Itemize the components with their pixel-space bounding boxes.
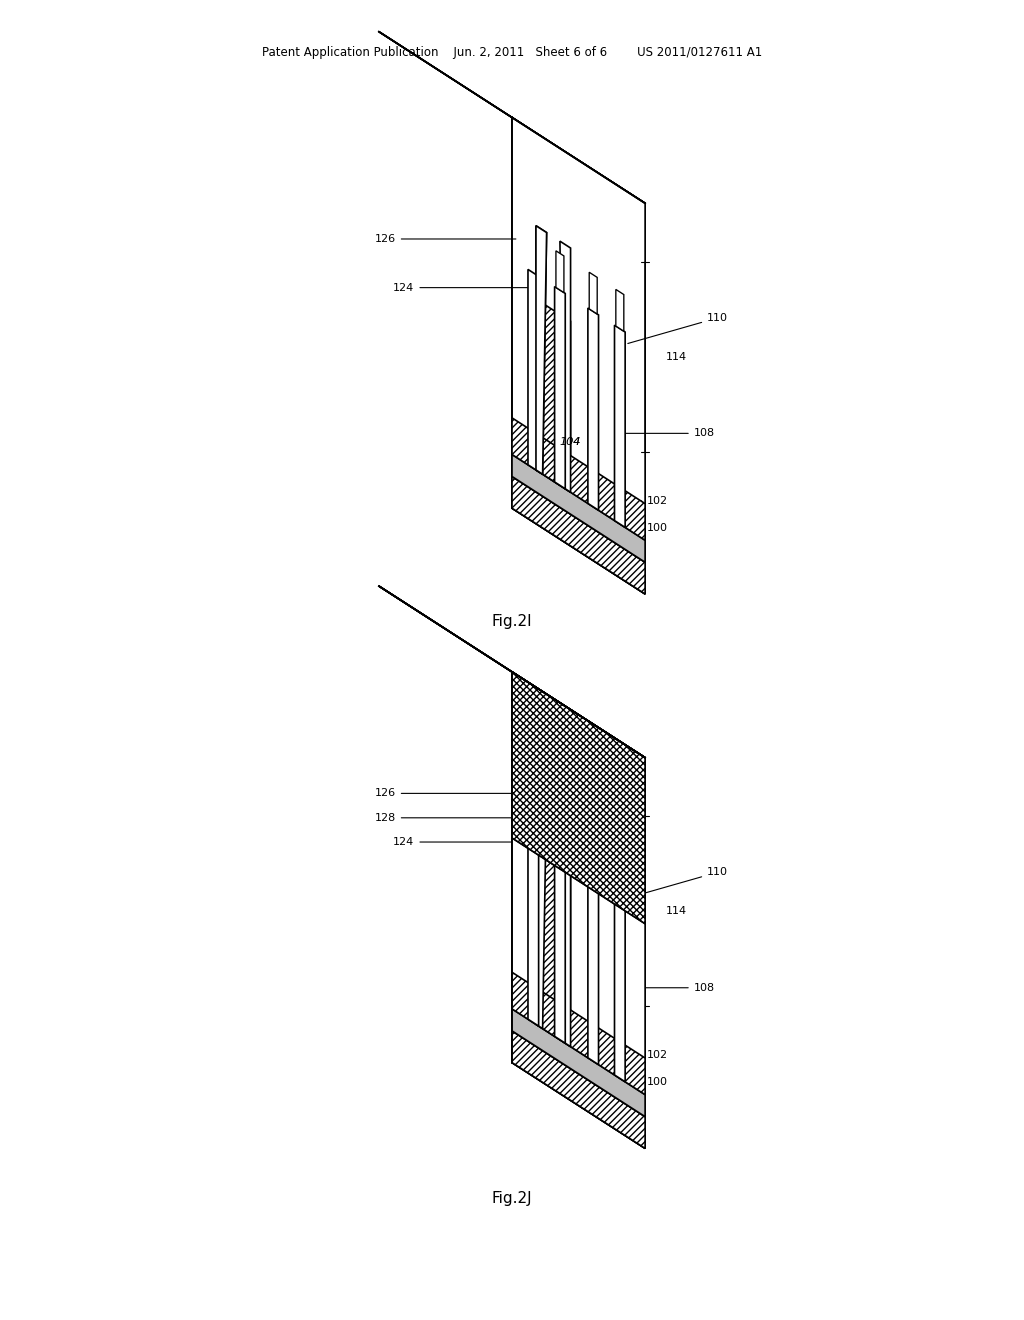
Polygon shape xyxy=(512,454,645,562)
Polygon shape xyxy=(512,477,645,594)
Polygon shape xyxy=(556,251,564,293)
Polygon shape xyxy=(556,805,564,847)
Polygon shape xyxy=(589,826,597,869)
Text: 104: 104 xyxy=(559,437,581,447)
Polygon shape xyxy=(512,1031,645,1148)
Text: 108: 108 xyxy=(614,429,715,438)
Text: 128: 128 xyxy=(375,813,516,822)
Text: 102: 102 xyxy=(568,496,669,506)
Text: 124: 124 xyxy=(393,282,535,293)
Polygon shape xyxy=(536,226,547,474)
Text: 104: 104 xyxy=(559,991,581,1002)
Polygon shape xyxy=(379,586,645,758)
Polygon shape xyxy=(614,325,625,528)
Polygon shape xyxy=(560,796,570,1047)
Text: 100: 100 xyxy=(568,1077,669,1088)
Polygon shape xyxy=(536,226,547,474)
Polygon shape xyxy=(615,289,624,331)
Text: Patent Application Publication    Jun. 2, 2011   Sheet 6 of 6        US 2011/012: Patent Application Publication Jun. 2, 2… xyxy=(262,46,762,59)
Polygon shape xyxy=(512,454,645,562)
Text: 114: 114 xyxy=(666,907,687,916)
Text: 124: 124 xyxy=(393,837,535,847)
Polygon shape xyxy=(536,780,547,1028)
Polygon shape xyxy=(588,862,598,1065)
Polygon shape xyxy=(512,477,645,594)
Polygon shape xyxy=(379,586,645,758)
Polygon shape xyxy=(614,879,625,1082)
Polygon shape xyxy=(615,843,624,886)
Polygon shape xyxy=(512,117,645,594)
Polygon shape xyxy=(512,973,645,1094)
Polygon shape xyxy=(512,418,645,540)
Polygon shape xyxy=(528,824,539,1026)
Text: 126: 126 xyxy=(375,234,516,244)
Polygon shape xyxy=(555,286,565,488)
Polygon shape xyxy=(512,672,645,1148)
Text: 126: 126 xyxy=(375,788,516,799)
Text: 110: 110 xyxy=(628,867,728,898)
Polygon shape xyxy=(512,1031,645,1148)
Polygon shape xyxy=(536,853,570,1047)
Text: Fig.2I: Fig.2I xyxy=(492,614,532,628)
Polygon shape xyxy=(588,308,598,511)
Polygon shape xyxy=(512,117,645,594)
Polygon shape xyxy=(512,672,645,1148)
Polygon shape xyxy=(379,32,645,203)
Polygon shape xyxy=(528,269,539,471)
Text: 102: 102 xyxy=(568,1051,669,1060)
Polygon shape xyxy=(512,672,645,924)
Polygon shape xyxy=(589,272,597,314)
Polygon shape xyxy=(512,1008,645,1117)
Polygon shape xyxy=(560,242,570,492)
Polygon shape xyxy=(555,841,565,1043)
Text: 110: 110 xyxy=(628,313,728,343)
Text: Fig.2J: Fig.2J xyxy=(492,1191,532,1205)
Polygon shape xyxy=(512,1008,645,1117)
Polygon shape xyxy=(536,300,570,492)
Text: 100: 100 xyxy=(568,523,669,533)
Polygon shape xyxy=(512,672,645,924)
Text: 114: 114 xyxy=(666,352,687,362)
Text: 104: 104 xyxy=(559,437,581,447)
Text: 108: 108 xyxy=(614,983,715,993)
